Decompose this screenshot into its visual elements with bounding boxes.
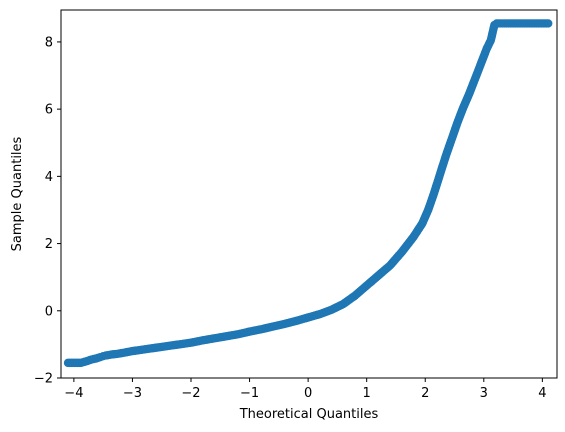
y-tick-label: 8 (45, 35, 53, 50)
y-tick-label: 6 (45, 103, 53, 118)
x-tick-label: −4 (64, 386, 83, 401)
x-tick-label: 1 (363, 386, 371, 401)
data-points (63, 19, 553, 368)
x-axis-label: Theoretical Quantiles (239, 407, 379, 422)
x-tick-label: 2 (421, 386, 429, 401)
data-point (544, 19, 553, 28)
x-tick-label: −1 (240, 386, 259, 401)
x-tick-label: 4 (538, 386, 546, 401)
y-axis-label: Sample Quantiles (10, 136, 25, 251)
x-tick-label: −3 (123, 386, 142, 401)
x-tick-label: 0 (304, 386, 312, 401)
y-tick-label: 2 (45, 237, 53, 252)
y-tick-label: −2 (34, 372, 53, 387)
y-tick-label: 4 (45, 170, 53, 185)
x-axis: −4 −3 −2 −1 0 1 2 3 4 (64, 378, 547, 401)
x-tick-label: 3 (480, 386, 488, 401)
y-axis: −2 0 2 4 6 8 (34, 35, 61, 387)
plot-frame (60, 9, 558, 379)
x-tick-label: −2 (181, 386, 200, 401)
y-tick-label: 0 (45, 304, 53, 319)
